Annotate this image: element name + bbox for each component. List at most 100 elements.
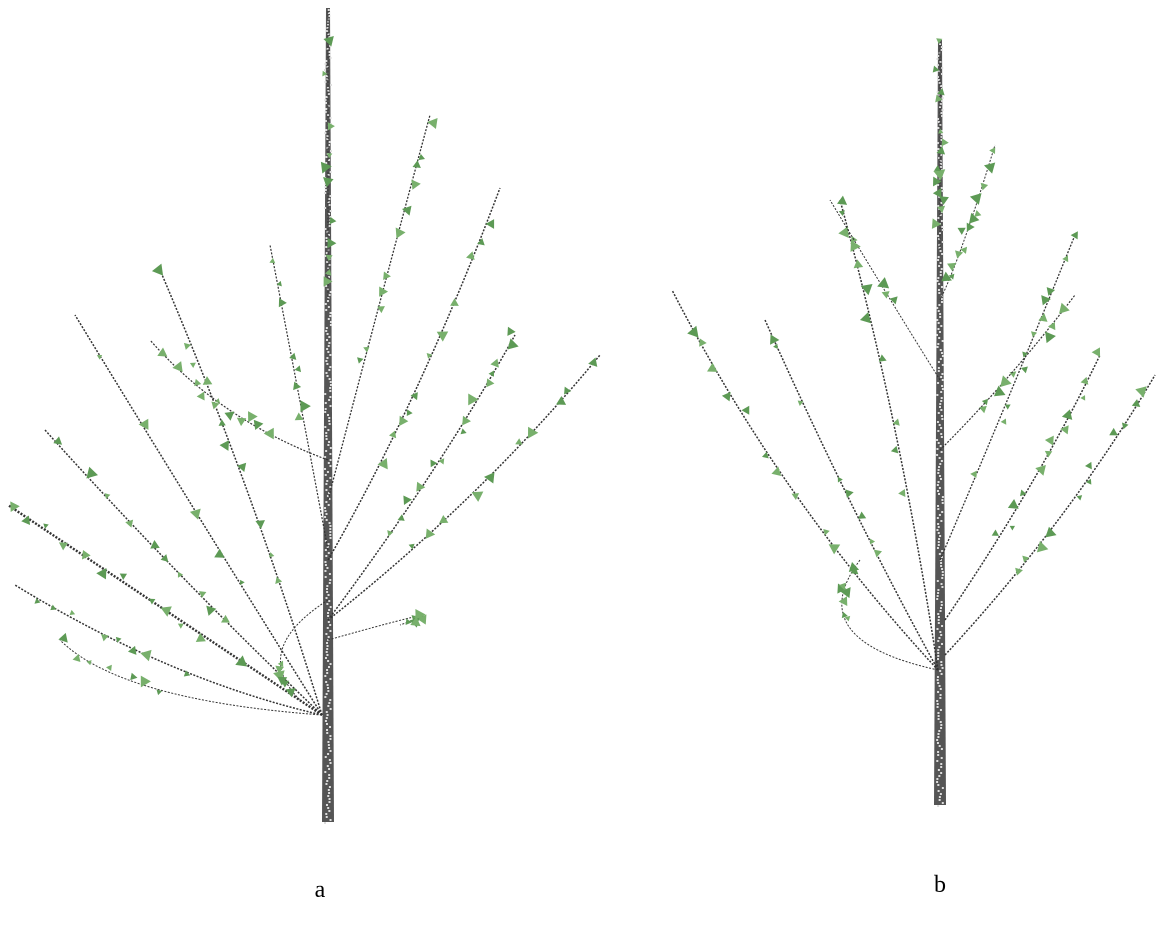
trunk-speck bbox=[325, 555, 327, 557]
trunk-speck bbox=[938, 544, 940, 546]
leaf bbox=[1021, 366, 1028, 373]
trunk-speck bbox=[324, 393, 326, 395]
trunk-speck bbox=[325, 657, 327, 659]
trunk-speck bbox=[329, 378, 331, 380]
trunk-speck bbox=[937, 118, 939, 120]
trunk-speck bbox=[937, 712, 939, 714]
leaf bbox=[240, 580, 245, 585]
trunk-speck bbox=[940, 763, 942, 765]
panel-label: a bbox=[315, 877, 326, 903]
trunk-speck bbox=[325, 450, 327, 452]
trunk-speck bbox=[327, 684, 329, 686]
trunk-speck bbox=[936, 454, 938, 456]
trunk-speck bbox=[327, 660, 329, 662]
trunk-speck bbox=[326, 363, 328, 365]
trunk-speck bbox=[938, 541, 940, 543]
trunk-speck bbox=[937, 751, 939, 753]
trunk-speck bbox=[325, 483, 327, 485]
leaf bbox=[1132, 399, 1140, 407]
trunk-speck bbox=[328, 636, 330, 638]
trunk-speck bbox=[940, 391, 942, 393]
trunk-speck bbox=[937, 184, 939, 186]
trunk-speck bbox=[327, 429, 329, 431]
trunk-speck bbox=[330, 312, 332, 314]
trunk-speck bbox=[325, 330, 327, 332]
trunk-speck bbox=[937, 736, 939, 738]
leaf bbox=[771, 466, 781, 476]
trunk-speck bbox=[941, 352, 943, 354]
trunk-speck bbox=[937, 421, 939, 423]
trunk-speck bbox=[941, 385, 943, 387]
trunk-speck bbox=[329, 354, 331, 356]
leaf bbox=[933, 188, 942, 198]
leaf bbox=[439, 515, 448, 523]
trunk-speck bbox=[941, 226, 943, 228]
trunk-speck bbox=[325, 513, 327, 515]
leaf bbox=[762, 452, 769, 459]
trunk-speck bbox=[326, 96, 328, 98]
leaf bbox=[409, 544, 415, 550]
trunk-speck bbox=[328, 462, 330, 464]
trunk-speck bbox=[324, 81, 326, 83]
trunk-speck bbox=[940, 358, 942, 360]
trunk-speck bbox=[324, 510, 326, 512]
trunk-speck bbox=[940, 271, 942, 273]
trunk-speck bbox=[941, 757, 943, 759]
trunk-speck bbox=[941, 436, 943, 438]
trunk-speck bbox=[329, 486, 331, 488]
trunk-speck bbox=[937, 706, 939, 708]
leaf bbox=[955, 250, 963, 258]
trunk-speck bbox=[939, 631, 941, 633]
leaf bbox=[101, 634, 109, 641]
leaf bbox=[687, 326, 698, 338]
trunk-speck bbox=[330, 210, 332, 212]
trunk-speck bbox=[330, 150, 332, 152]
leaf bbox=[120, 574, 127, 580]
trunk-speck bbox=[327, 351, 329, 353]
trunk-speck bbox=[328, 594, 330, 596]
leaf bbox=[898, 489, 905, 497]
leaf bbox=[507, 327, 515, 336]
trunk-speck bbox=[940, 376, 942, 378]
trunk-speck bbox=[937, 259, 939, 261]
trunk-speck bbox=[328, 792, 330, 794]
trunk-speck bbox=[941, 286, 943, 288]
leaf bbox=[407, 409, 413, 416]
leaf bbox=[1071, 231, 1078, 239]
trunk-speck bbox=[329, 294, 331, 296]
trunk-speck bbox=[941, 46, 943, 48]
trunk-speck bbox=[329, 786, 331, 788]
trunk-speck bbox=[941, 418, 943, 420]
trunk-speck bbox=[940, 427, 942, 429]
trunk-speck bbox=[938, 265, 940, 267]
leaf bbox=[330, 217, 337, 224]
leaf bbox=[556, 396, 566, 405]
trunk-speck bbox=[940, 766, 942, 768]
trunk-speck bbox=[940, 433, 942, 435]
leaf bbox=[839, 596, 848, 606]
trunk-speck bbox=[942, 502, 944, 504]
trunk-speck bbox=[327, 687, 329, 689]
trunk-speck bbox=[939, 796, 941, 798]
leaf bbox=[411, 179, 420, 189]
trunk-speck bbox=[325, 633, 327, 635]
trunk-speck bbox=[330, 447, 332, 449]
leaf bbox=[1060, 425, 1068, 434]
trunk-speck bbox=[937, 280, 939, 282]
trunk-speck bbox=[328, 768, 330, 770]
trunk-speck bbox=[938, 310, 940, 312]
trunk-speck bbox=[937, 217, 939, 219]
trunk-speck bbox=[938, 361, 940, 363]
trunk-speck bbox=[936, 700, 938, 702]
trunk-speck bbox=[328, 417, 330, 419]
trunk-speck bbox=[326, 603, 328, 605]
leaf bbox=[184, 343, 191, 350]
branch bbox=[160, 270, 322, 715]
trunk-speck bbox=[329, 477, 331, 479]
trunk-speck bbox=[329, 522, 331, 524]
page: a b (() => { const data = JSON.parse(doc… bbox=[0, 0, 1163, 936]
trunk-speck bbox=[938, 412, 940, 414]
trunk-speck bbox=[327, 765, 329, 767]
trunk-speck bbox=[940, 202, 942, 204]
trunk-speck bbox=[942, 787, 944, 789]
